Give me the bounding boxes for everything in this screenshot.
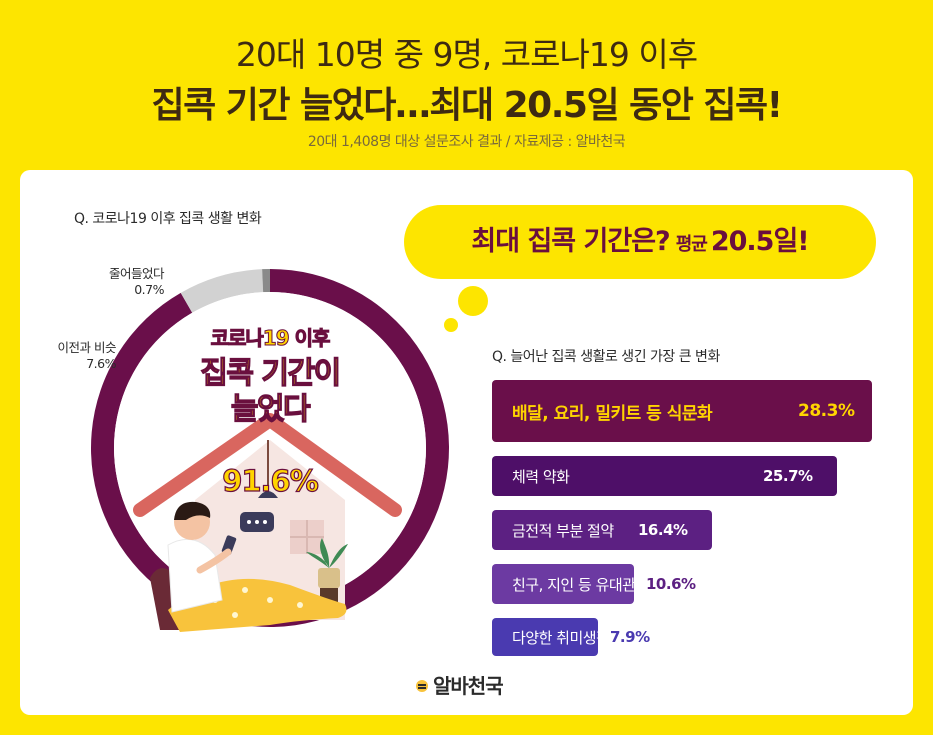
donut-center-line1: 코로나19 이후 — [210, 326, 331, 351]
logo: 알바천국 — [415, 670, 504, 699]
label-decreased: 줄어들었다 0.7% — [70, 266, 165, 298]
bar-value-3: 10.6% — [646, 575, 696, 593]
bar-value-4: 7.9% — [610, 628, 650, 646]
bar-3: 친구, 지인 등 유대관계 약화 — [492, 564, 680, 604]
label-same-name: 이전과 비슷 — [57, 340, 117, 355]
thought-bubble — [404, 205, 876, 279]
title-line-1: 20대 10명 중 9명, 코로나19 이후 — [235, 35, 698, 74]
donut-center-value: 91.6% — [222, 463, 320, 498]
donut-center-line2a: 집콕 기간이 — [200, 355, 342, 391]
title-line-2: 집콕 기간 늘었다…최대 20.5일 동안 집콕! — [151, 85, 783, 126]
bee-logo-icon — [416, 679, 428, 692]
bar-label-2: 금전적 부분 절약 — [512, 521, 614, 540]
bubble-avg-label: 평균 — [675, 234, 708, 255]
logo-text: 알바천국 — [433, 674, 504, 698]
bar-label-4: 다양한 취미생활 개발 — [512, 628, 641, 647]
label-decreased-value: 0.7% — [134, 282, 164, 297]
bar-label-1: 체력 약화 — [512, 467, 570, 486]
bubble-avg-value: 20.5일! — [710, 226, 810, 257]
source-note: 20대 1,408명 대상 설문조사 결과 / 자료제공 : 알바천국 — [307, 134, 626, 150]
bar-4: 다양한 취미생활 개발 — [492, 618, 641, 656]
thought-bubble-dot — [458, 286, 488, 316]
bar-label-3: 친구, 지인 등 유대관계 약화 — [512, 575, 680, 594]
bar-1: 체력 약화 — [492, 456, 837, 496]
bar-0: 배달, 요리, 밀키트 등 식문화 — [492, 380, 872, 442]
thought-bubble-dot-small — [444, 318, 458, 332]
label-same: 이전과 비슷 7.6% — [40, 340, 117, 372]
donut-center-line2: 집콕 기간이 늘었다 — [160, 355, 380, 428]
donut-question: Q. 코로나19 이후 집콕 생활 변화 — [74, 211, 262, 227]
label-same-value: 7.6% — [86, 356, 116, 371]
bar-label-0: 배달, 요리, 밀키트 등 식문화 — [512, 403, 713, 424]
bubble-question: 최대 집콕 기간은? — [471, 226, 670, 257]
thought-bubble-text: 최대 집콕 기간은? 평균 20.5일! — [404, 205, 876, 279]
bar-value-2: 16.4% — [638, 521, 688, 539]
bar-question: Q. 늘어난 집콕 생활로 생긴 가장 큰 변화 — [492, 349, 720, 365]
bar-value-0: 28.3% — [798, 401, 855, 421]
bar-2: 금전적 부분 절약 — [492, 510, 712, 550]
bar-value-1: 25.7% — [763, 467, 813, 485]
label-decreased-name: 줄어들었다 — [108, 266, 165, 281]
donut-center-line2b: 늘었다 — [230, 391, 311, 427]
